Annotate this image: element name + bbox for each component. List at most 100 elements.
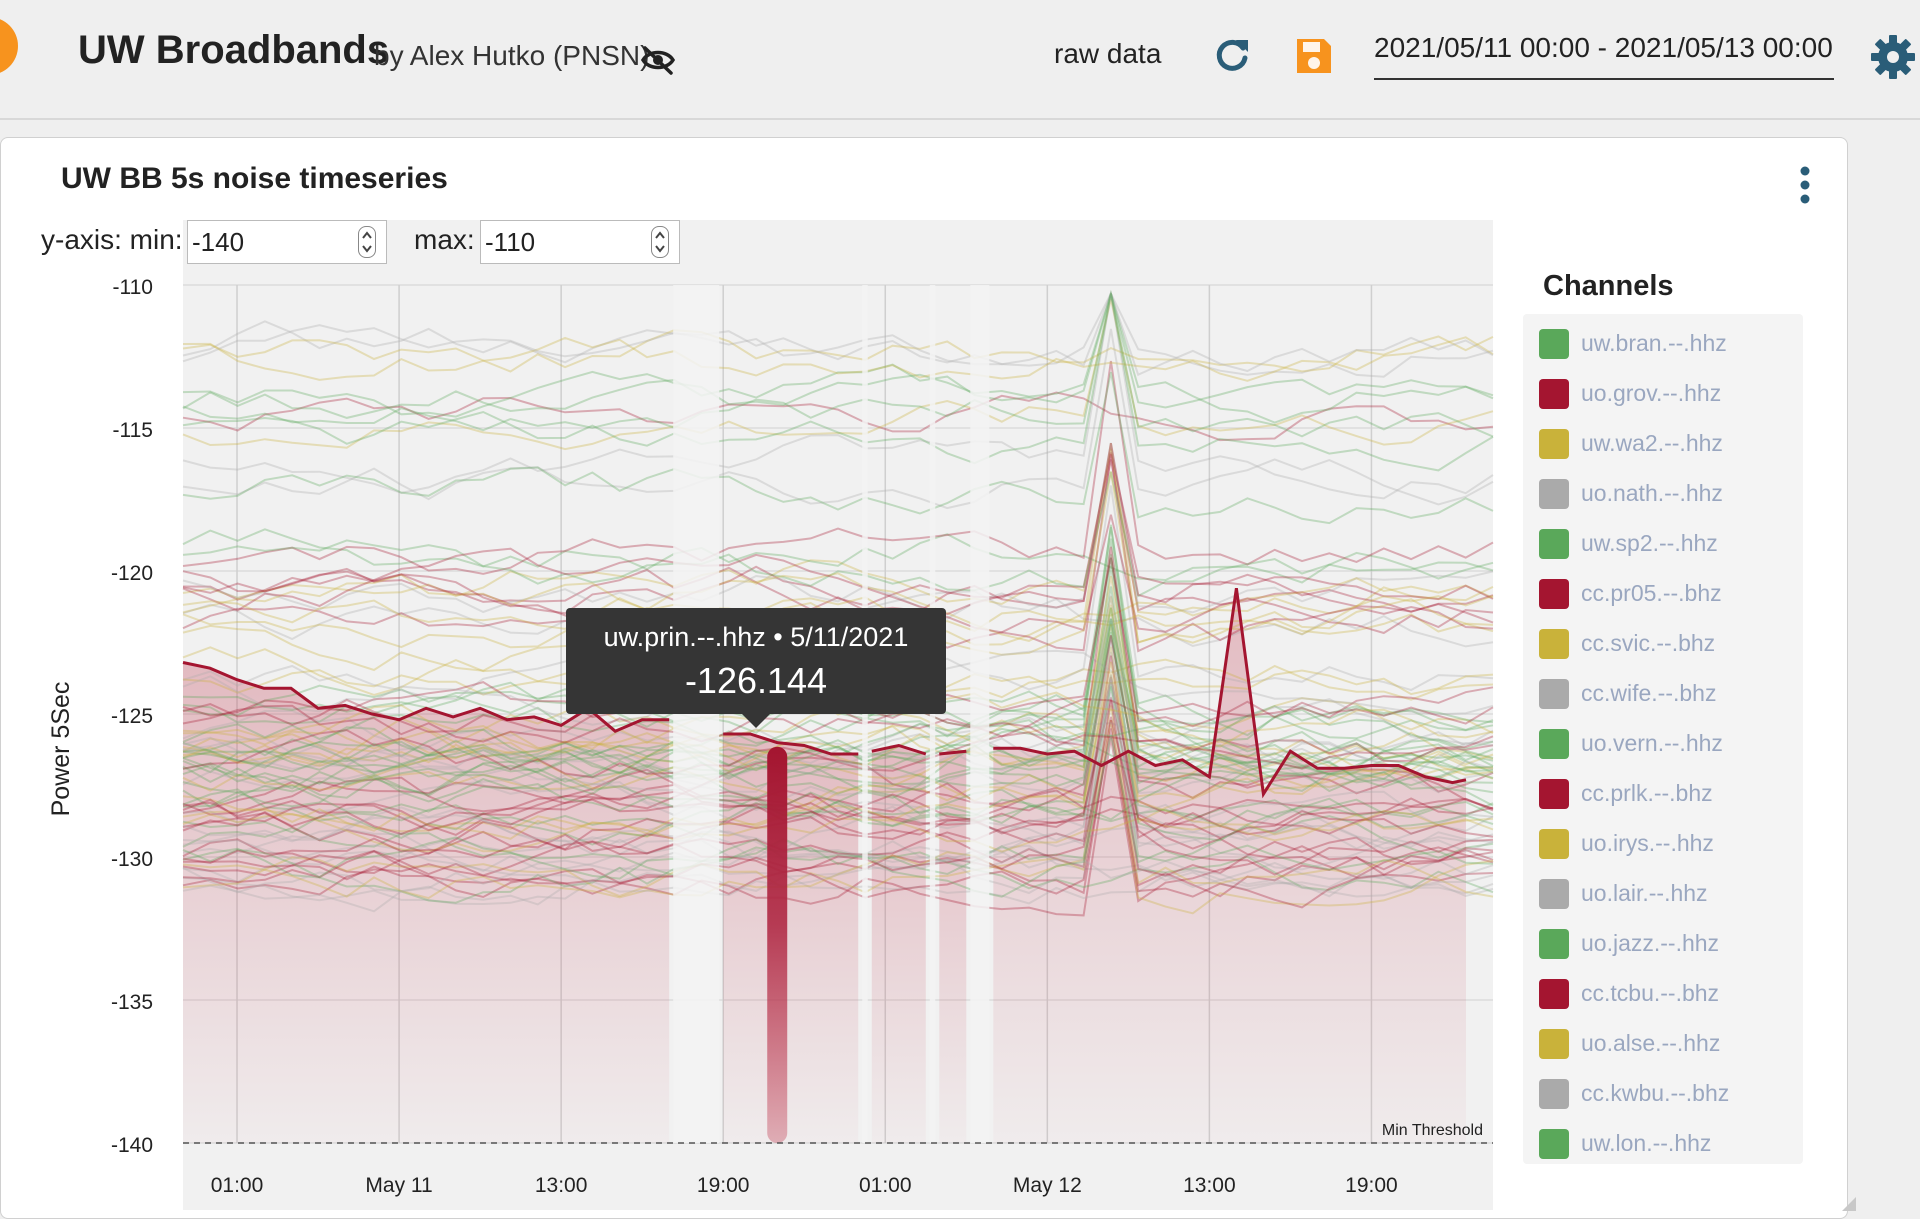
legend-item[interactable]: uo.lair.--.hhz <box>1539 876 1799 912</box>
channel-trace <box>182 299 1494 451</box>
legend-item[interactable]: cc.kwbu.--.bhz <box>1539 1076 1799 1112</box>
y-tick-label: -120 <box>111 562 153 585</box>
channel-trace <box>182 586 1494 797</box>
channel-trace <box>182 575 1494 768</box>
legend-item[interactable]: uw.wa2.--.hhz <box>1539 426 1799 462</box>
yaxis-min-input[interactable] <box>192 225 342 259</box>
legend-item[interactable]: uo.nath.--.hhz <box>1539 476 1799 512</box>
legend-item[interactable]: cc.tcbu.--.bhz <box>1539 976 1799 1012</box>
channel-trace <box>182 443 1494 616</box>
x-tick-label: 13:00 <box>1183 1174 1236 1197</box>
channel-trace <box>182 336 1494 382</box>
legend-item[interactable]: uw.bran.--.hhz <box>1539 326 1799 362</box>
legend-swatch <box>1539 779 1569 809</box>
x-tick-label: 01:00 <box>211 1174 264 1197</box>
channel-trace <box>182 293 1494 472</box>
legend-item[interactable]: uo.irys.--.hhz <box>1539 826 1799 862</box>
channel-trace <box>182 676 1494 879</box>
data-gap-band <box>970 285 990 1143</box>
max-spinner-icon[interactable] <box>651 226 669 258</box>
legend-item[interactable]: cc.svic.--.bhz <box>1539 626 1799 662</box>
legend-item[interactable]: uw.lon.--.hhz <box>1539 1126 1799 1162</box>
raw-data-button[interactable]: raw data <box>1054 38 1162 69</box>
channel-trace <box>182 832 1494 898</box>
channel-trace <box>182 674 1494 866</box>
series-area-fill <box>993 588 1466 1143</box>
legend-label: uw.bran.--.hhz <box>1581 330 1727 356</box>
legend-label: uw.lon.--.hhz <box>1581 1130 1712 1156</box>
y-tick-label: -110 <box>113 276 153 299</box>
tooltip-date: 5/11/2021 <box>790 622 909 652</box>
legend-swatch <box>1539 529 1569 559</box>
data-gap-band <box>673 285 720 1143</box>
legend-item[interactable]: cc.wife.--.bhz <box>1539 676 1799 712</box>
series-area-fill <box>939 751 967 1143</box>
legend-item[interactable]: cc.prlk.--.bhz <box>1539 776 1799 812</box>
legend-item[interactable]: uo.alse.--.hhz <box>1539 1026 1799 1062</box>
channel-trace <box>182 728 1494 909</box>
legend-item[interactable]: cc.pr05.--.bhz <box>1539 576 1799 612</box>
yaxis-max-input[interactable] <box>485 225 635 259</box>
min-spinner-icon[interactable] <box>358 226 376 258</box>
highlighted-series-line <box>939 749 967 756</box>
channel-trace <box>182 607 1494 783</box>
x-tick-label: May 12 <box>1013 1174 1082 1197</box>
date-range-field[interactable]: 2021/05/11 00:00 - 2021/05/13 00:00 <box>1374 32 1834 80</box>
legend-item[interactable]: uo.jazz.--.hhz <box>1539 926 1799 962</box>
channel-trace <box>182 812 1494 853</box>
channel-trace <box>182 705 1494 900</box>
channel-trace <box>182 291 1494 378</box>
refresh-icon[interactable] <box>1212 36 1252 76</box>
channel-trace <box>182 821 1494 873</box>
channel-trace <box>182 631 1494 792</box>
legend-label: uw.sp2.--.hhz <box>1581 530 1718 556</box>
yaxis-max-stepper[interactable] <box>480 220 680 264</box>
channel-trace <box>182 471 1494 598</box>
legend-item[interactable]: uw.sp2.--.hhz <box>1539 526 1799 562</box>
legend-item[interactable]: uo.grov.--.hhz <box>1539 376 1799 412</box>
channel-trace <box>182 528 1494 584</box>
tooltip-channel: uw.prin.--.hhz <box>603 622 766 652</box>
yaxis-min-stepper[interactable] <box>187 220 387 264</box>
channel-trace <box>182 572 1494 642</box>
channel-trace <box>182 655 1494 843</box>
x-tick-label: 19:00 <box>1345 1174 1398 1197</box>
channel-trace <box>182 673 1494 810</box>
channel-trace <box>182 788 1494 846</box>
legend-swatch <box>1539 979 1569 1009</box>
highlighted-series-line <box>871 743 927 756</box>
panel-title: UW BB 5s noise timeseries <box>61 162 448 195</box>
legend-title: Channels <box>1543 270 1674 302</box>
legend-swatch <box>1539 929 1569 959</box>
channel-trace <box>182 698 1494 781</box>
highlighted-series-line <box>723 732 859 756</box>
save-icon[interactable] <box>1294 36 1334 76</box>
channel-trace <box>182 617 1494 787</box>
legend-swatch <box>1539 729 1569 759</box>
legend-label: uo.nath.--.hhz <box>1581 480 1723 506</box>
tooltip-arrow <box>742 714 770 728</box>
channel-trace <box>182 793 1494 855</box>
channel-trace <box>182 850 1494 913</box>
gear-icon[interactable] <box>1870 34 1916 80</box>
panel-resize-handle[interactable] <box>1842 1197 1856 1211</box>
channel-trace <box>182 743 1494 808</box>
legend-label: uo.jazz.--.hhz <box>1581 930 1720 956</box>
channel-trace <box>182 293 1494 500</box>
hidden-eye-icon[interactable] <box>640 45 676 75</box>
legend-label: uo.irys.--.hhz <box>1581 830 1714 856</box>
legend-item[interactable]: uo.vern.--.hhz <box>1539 726 1799 762</box>
channel-trace <box>182 448 1494 616</box>
y-tick-label: -115 <box>113 419 153 442</box>
legend-swatch <box>1539 429 1569 459</box>
vertical-dots-icon[interactable] <box>1799 166 1811 204</box>
channel-trace <box>182 452 1494 615</box>
x-tick-label: 13:00 <box>535 1174 588 1197</box>
channel-trace <box>182 861 1494 906</box>
channel-trace <box>182 328 1494 510</box>
channel-trace <box>182 524 1494 759</box>
legend-label: uo.lair.--.hhz <box>1581 880 1708 906</box>
data-gap-band <box>862 285 868 1143</box>
x-tick-label: 01:00 <box>859 1174 912 1197</box>
app-logo[interactable] <box>0 17 18 75</box>
